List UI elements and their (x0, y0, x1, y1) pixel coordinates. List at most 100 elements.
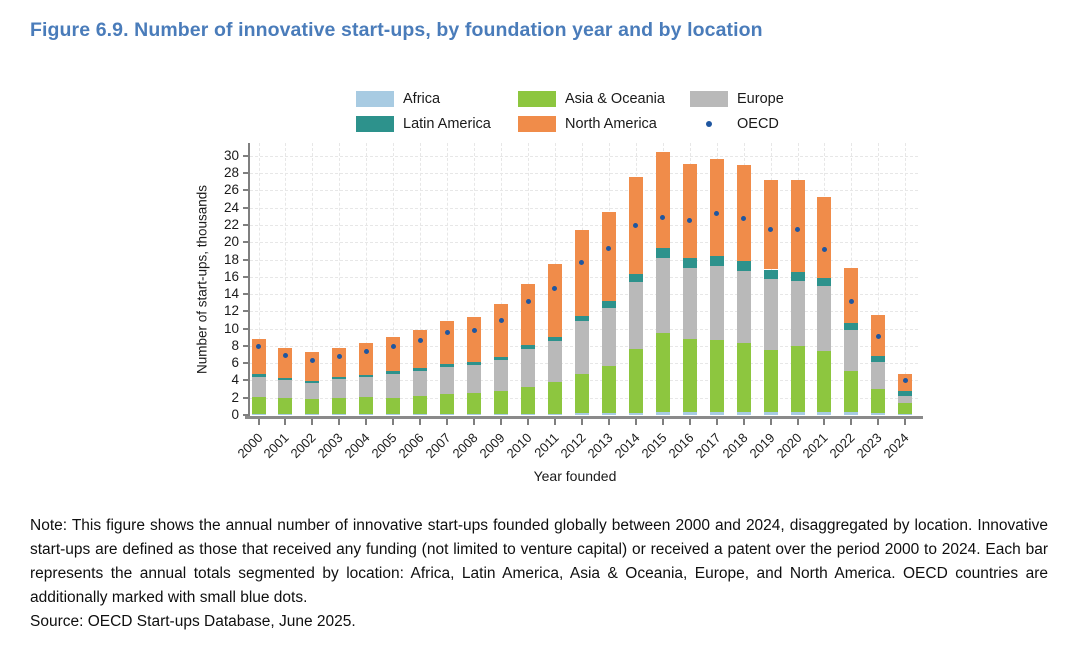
bar-segment-latin-america (251, 374, 266, 377)
bar-segment-north-america (359, 342, 374, 375)
bar-segment-latin-america (413, 368, 428, 371)
bar-segment-europe (467, 364, 482, 394)
legend-dot-box (690, 116, 728, 132)
y-axis-tick (243, 258, 249, 261)
legend-label-latin-america: Latin America (403, 115, 491, 132)
x-axis-tick (257, 419, 260, 425)
bar-segment-asia-oceania (574, 374, 589, 414)
x-axis-tick (634, 419, 637, 425)
y-tick-label: 4 (231, 372, 239, 388)
oecd-dot (525, 299, 531, 305)
bar-segment-africa (278, 414, 293, 415)
x-axis-tick (850, 419, 853, 425)
y-axis-tick (243, 327, 249, 330)
bar-segment-north-america (790, 180, 805, 273)
bar-segment-asia-oceania (494, 391, 509, 415)
y-axis-tick (243, 224, 249, 227)
bar-segment-europe (763, 279, 778, 351)
y-tick-label: 2 (231, 389, 239, 405)
bar-segment-europe (359, 377, 374, 397)
bar-segment-latin-america (655, 247, 670, 258)
y-axis-tick (243, 414, 249, 416)
x-axis-tick (338, 419, 341, 425)
bar-segment-asia-oceania (413, 396, 428, 415)
bar-segment-asia-oceania (709, 340, 724, 412)
oecd-dot (417, 338, 423, 344)
bar-segment-asia-oceania (467, 393, 482, 415)
bar-segment-asia-oceania (736, 342, 751, 412)
y-axis-tick (243, 293, 249, 296)
bar-segment-latin-america (359, 374, 374, 378)
bar-segment-asia-oceania (278, 398, 293, 415)
gridline-vertical (366, 143, 368, 415)
bar-segment-latin-america (467, 362, 482, 365)
bar-segment-europe (709, 266, 724, 341)
bar-segment-africa (736, 411, 751, 415)
chart: Number of start-ups, thousands Year foun… (195, 143, 923, 484)
y-axis-tick (243, 362, 249, 365)
y-axis-tick (243, 241, 249, 244)
y-tick-label: 14 (223, 286, 239, 302)
legend-item-europe: Europe (690, 90, 840, 107)
x-axis-tick (473, 419, 476, 425)
bar-segment-africa (251, 414, 266, 415)
bar-segment-asia-oceania (440, 394, 455, 415)
bar-segment-europe (440, 367, 455, 395)
gridline-vertical (501, 143, 503, 415)
bar-segment-europe (547, 341, 562, 383)
bar-segment-europe (898, 396, 913, 403)
x-axis-tick (715, 419, 718, 425)
oecd-dot (444, 330, 450, 336)
bar-segment-europe (251, 377, 266, 397)
plot-area (250, 143, 918, 415)
bar-segment-europe (736, 271, 751, 343)
legend-swatch-latin-america (356, 115, 394, 132)
y-tick-label: 8 (231, 337, 239, 353)
oecd-dot (336, 353, 342, 359)
bar-segment-europe (682, 267, 697, 339)
bar-segment-latin-america (736, 261, 751, 272)
bar-segment-africa (790, 411, 805, 415)
bar-segment-asia-oceania (628, 348, 643, 413)
bar-segment-africa (682, 411, 697, 415)
bar-segment-latin-america (763, 269, 778, 280)
bar-segment-africa (494, 414, 509, 415)
gridline-horizontal (250, 225, 918, 227)
bar-segment-latin-america (305, 380, 320, 384)
bar-segment-latin-america (817, 278, 832, 287)
y-tick-label: 6 (231, 355, 239, 371)
gridline-horizontal (250, 190, 918, 192)
oecd-dot (579, 259, 585, 265)
y-tick-label: 20 (223, 234, 239, 250)
legend-label-africa: Africa (403, 90, 441, 107)
legend-label-north-america: North America (565, 115, 657, 132)
legend-swatch-north-america (518, 115, 556, 132)
oecd-dot (821, 246, 827, 252)
bar-segment-latin-america (790, 272, 805, 282)
x-axis-tick (796, 419, 799, 425)
bar-segment-asia-oceania (844, 370, 859, 413)
bar-segment-asia-oceania (332, 397, 347, 415)
bar-segment-europe (413, 370, 428, 396)
bar-segment-europe (332, 379, 347, 398)
bar-segment-north-america (494, 304, 509, 358)
bar-segment-asia-oceania (521, 386, 535, 414)
gridline-vertical (285, 143, 287, 415)
y-axis-tick (243, 154, 249, 157)
bar-segment-europe (521, 348, 535, 387)
bar-segment-north-america (574, 230, 589, 316)
oecd-dot (795, 226, 800, 232)
bar-segment-africa (655, 412, 670, 415)
gridline-vertical (528, 143, 529, 415)
oecd-dot (309, 358, 315, 364)
bar-segment-europe (871, 362, 886, 390)
bar-segment-asia-oceania (763, 350, 778, 412)
bar-segment-africa (413, 414, 428, 415)
y-axis-tick (243, 310, 249, 313)
bar-segment-africa (467, 414, 482, 415)
gridline-vertical (474, 143, 476, 415)
bar-segment-asia-oceania (871, 389, 886, 414)
gridline-vertical (420, 143, 422, 415)
bar-segment-latin-america (332, 377, 347, 380)
oecd-dot-icon (706, 120, 712, 127)
